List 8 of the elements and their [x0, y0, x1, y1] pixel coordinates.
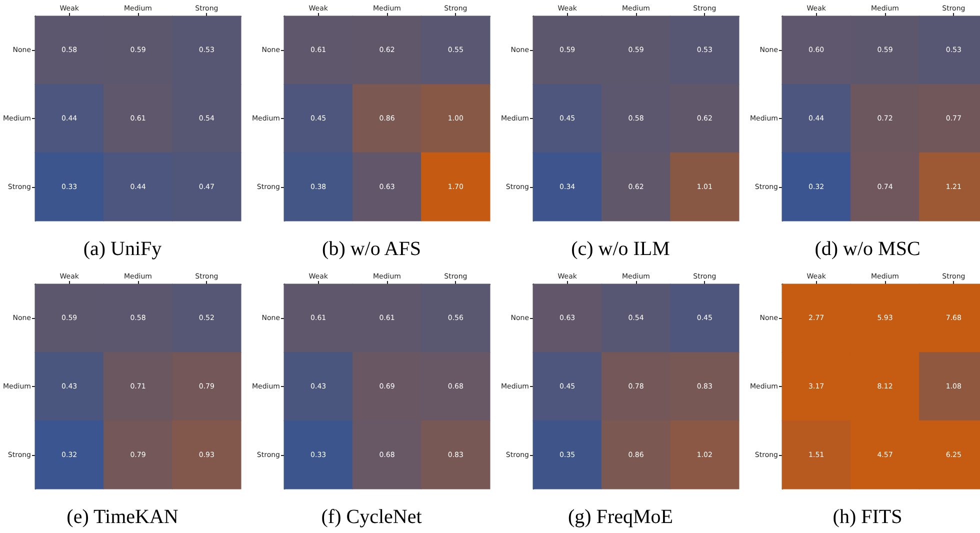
text: (h) FITS — [832, 506, 902, 528]
text: (f) CycleNet — [321, 506, 422, 528]
text: (g) FreqMoE — [568, 506, 673, 528]
text: (e) TimeKAN — [66, 506, 178, 528]
text: (a) UniFy — [83, 238, 162, 260]
text: (d) w/o MSC — [814, 238, 920, 260]
text: (c) w/o ILM — [571, 238, 670, 260]
text: (b) w/o AFS — [322, 238, 421, 260]
